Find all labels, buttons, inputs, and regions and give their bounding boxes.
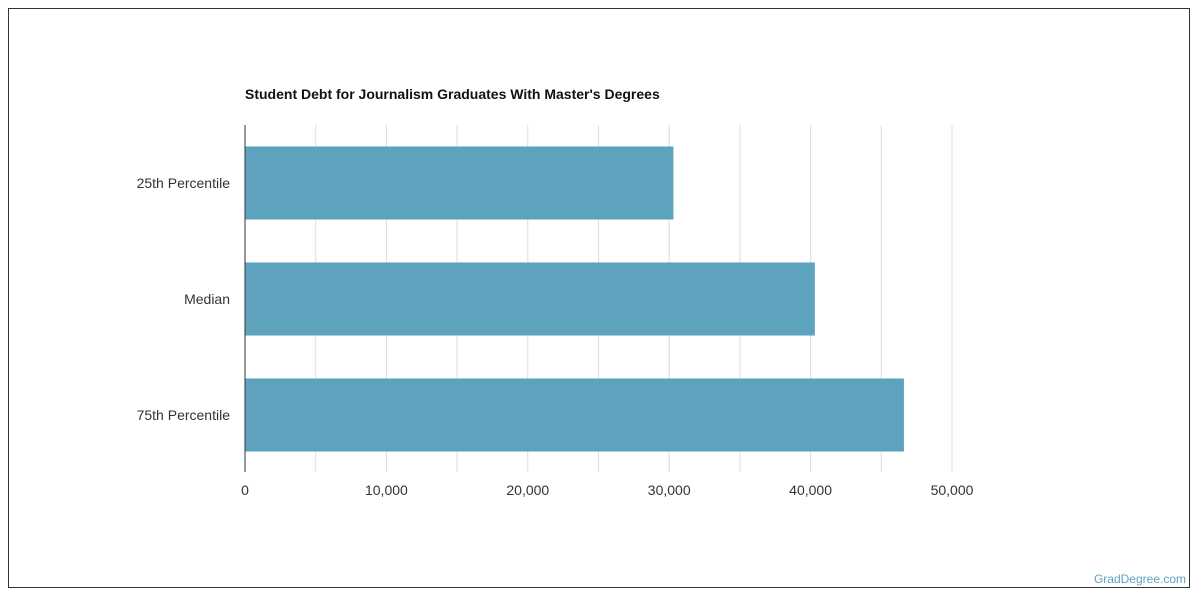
category-labels: 25th Percentile Median 75th Percentile bbox=[137, 175, 231, 423]
x-tick-label: 50,000 bbox=[931, 482, 974, 498]
bar[interactable] bbox=[245, 262, 815, 336]
bar[interactable] bbox=[245, 378, 904, 452]
chart-title: Student Debt for Journalism Graduates Wi… bbox=[245, 86, 660, 102]
x-tick-label: 30,000 bbox=[648, 482, 691, 498]
x-tick-labels: 0 10,000 20,000 30,000 40,000 50,000 bbox=[241, 482, 974, 498]
source-credit-link[interactable]: GradDegree.com bbox=[1093, 572, 1186, 586]
x-tick-label: 10,000 bbox=[365, 482, 408, 498]
x-tick-label: 0 bbox=[241, 482, 249, 498]
category-label: 25th Percentile bbox=[137, 175, 231, 191]
x-tick-label: 20,000 bbox=[506, 482, 549, 498]
category-label: Median bbox=[184, 291, 230, 307]
bars bbox=[245, 146, 904, 452]
bar[interactable] bbox=[245, 146, 674, 220]
category-label: 75th Percentile bbox=[137, 407, 231, 423]
x-tick-label: 40,000 bbox=[789, 482, 832, 498]
